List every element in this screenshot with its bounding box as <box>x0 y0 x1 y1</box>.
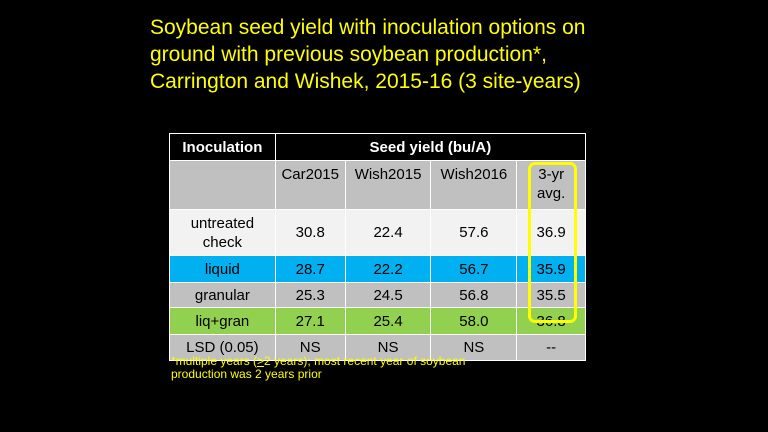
row-label-line-1: untreated <box>190 214 255 232</box>
avg-header-line-1: 3-yr <box>538 166 565 183</box>
row-label: untreated check <box>169 209 276 256</box>
cell-wish2016: 57.6 <box>430 209 518 256</box>
table-row: liquid 28.7 22.2 56.7 35.9 <box>169 255 586 283</box>
cell-car2015: 28.7 <box>274 255 346 283</box>
title-line-1: Soybean seed yield with inoculation opti… <box>150 16 586 39</box>
subheader-wish2016: Wish2016 <box>430 160 518 210</box>
cell-wish2015: NS <box>344 334 432 361</box>
row-label: LSD (0.05) <box>169 334 276 361</box>
table-subheader-row: Car2015 Wish2015 Wish2016 3-yr avg. <box>169 160 586 210</box>
footnote-suffix: 2 years); most recent year of soybean <box>264 354 466 368</box>
footnote-prefix: *multiple years ( <box>171 354 258 368</box>
cell-wish2015: 22.4 <box>344 209 432 256</box>
cell-3yr-avg: -- <box>516 334 586 361</box>
table-header-row: Inoculation Seed yield (bu/A) <box>169 133 587 161</box>
row-label: granular <box>169 282 276 308</box>
cell-wish2016: NS <box>430 334 518 361</box>
row-label: liquid <box>169 255 276 283</box>
title-line-2: ground with previous soybean production*… <box>150 43 547 66</box>
row-label-line-2: check <box>202 233 242 251</box>
avg-header-line-2: avg. <box>536 185 566 202</box>
table-row: LSD (0.05) NS NS NS -- <box>169 334 586 361</box>
header-inoculation: Inoculation <box>169 133 276 161</box>
cell-car2015: 30.8 <box>274 209 346 256</box>
cell-car2015: NS <box>274 334 346 361</box>
footnote-underlined-symbol: > <box>257 354 265 368</box>
table-row: granular 25.3 24.5 56.8 35.5 <box>169 282 586 308</box>
footnote-line-1: *multiple years (>2 years); most recent … <box>171 355 591 368</box>
footnote-line-2: production was 2 years prior <box>171 367 322 381</box>
footnote: *multiple years (>2 years); most recent … <box>171 355 591 381</box>
subheader-car2015: Car2015 <box>274 160 346 210</box>
title-line-3: Carrington and Wishek, 2015-16 (3 site-y… <box>150 70 581 93</box>
cell-wish2016: 58.0 <box>430 307 518 335</box>
row-label: liq+gran <box>169 307 276 335</box>
seed-yield-table: Inoculation Seed yield (bu/A) Car2015 Wi… <box>169 133 587 361</box>
cell-wish2015: 24.5 <box>344 282 432 308</box>
cell-car2015: 27.1 <box>274 307 346 335</box>
header-seed-yield: Seed yield (bu/A) <box>274 133 587 161</box>
table-row: liq+gran 27.1 25.4 58.0 36.8 <box>169 307 586 335</box>
cell-wish2015: 22.2 <box>344 255 432 283</box>
cell-wish2016: 56.8 <box>430 282 518 308</box>
cell-wish2015: 25.4 <box>344 307 432 335</box>
slide-title: Soybean seed yield with inoculation opti… <box>150 14 750 95</box>
cell-wish2016: 56.7 <box>430 255 518 283</box>
table-row: untreated check 30.8 22.4 57.6 36.9 <box>169 209 586 256</box>
subheader-wish2015: Wish2015 <box>344 160 432 210</box>
three-year-average-highlight <box>528 162 577 323</box>
subheader-empty <box>169 160 276 210</box>
cell-car2015: 25.3 <box>274 282 346 308</box>
